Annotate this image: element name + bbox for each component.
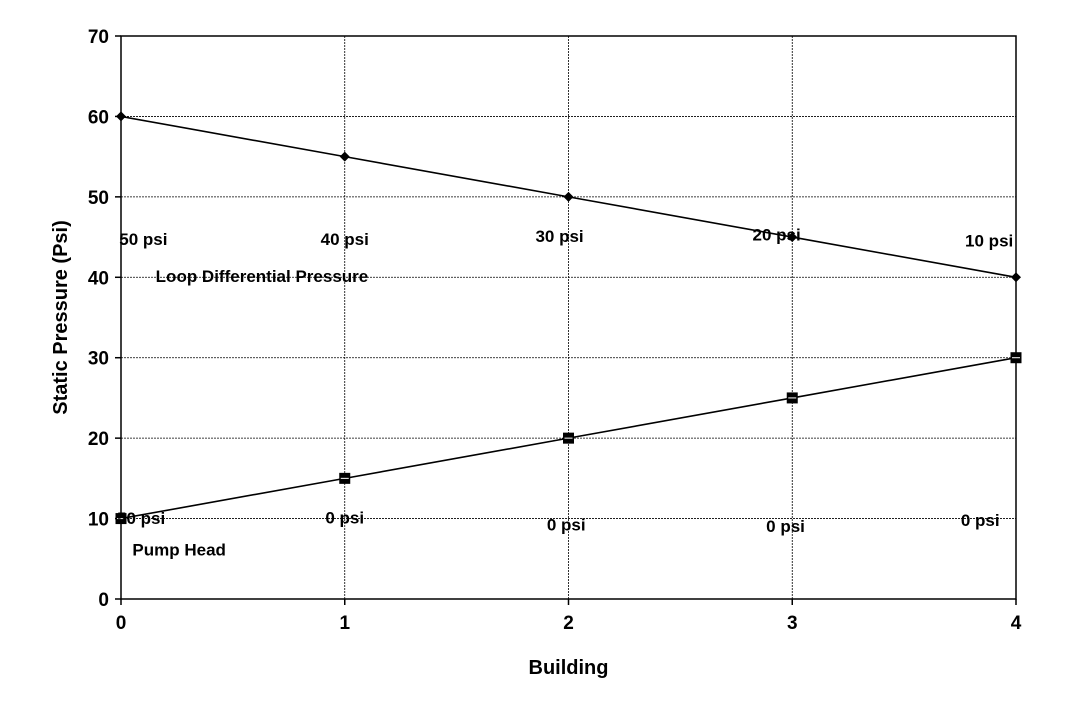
y-tick-label: 10 — [88, 510, 109, 531]
series-lines — [120, 115, 1017, 520]
data-point-diamond — [116, 111, 126, 122]
y-tick-label: 70 — [88, 27, 109, 48]
y-tick-label: 40 — [88, 268, 109, 289]
data-point-diamond — [339, 151, 350, 162]
y-tick-label: 20 — [88, 429, 109, 450]
annotation-label: 10 psi — [965, 232, 1013, 251]
x-tick-label: 2 — [563, 613, 574, 634]
annotation-label: 50 psi — [119, 230, 167, 249]
data-point-diamond — [563, 191, 574, 202]
y-tick-label: 50 — [88, 188, 109, 209]
annotation-label: 0 psi — [766, 517, 805, 536]
annotation-label: 0 psi — [547, 516, 586, 535]
annotations: 50 psi 40 psi 30 psi 20 psi 10 psi Loop Diffe… — [117, 225, 1013, 559]
annotation-label: 0 psi — [325, 508, 364, 527]
x-tick-label: 1 — [339, 613, 350, 634]
annotation-label: Loop Differential Pressure — [156, 267, 369, 286]
y-tick-label: 0 — [98, 590, 109, 611]
data-point-diamond — [1011, 272, 1021, 283]
x-tick-label: 0 — [116, 613, 127, 634]
y-tick-label: 30 — [88, 349, 109, 370]
annotation-label: Pump Head — [132, 541, 226, 560]
annotation-label: 50 psi — [117, 509, 165, 528]
annotation-label: 30 psi — [535, 227, 583, 246]
y-tick-label: 60 — [88, 107, 109, 128]
annotation-label: 20 psi — [752, 225, 800, 244]
grid-lines — [121, 36, 1016, 599]
x-tick-label: 3 — [787, 613, 798, 634]
x-axis-title: Building — [529, 657, 609, 679]
series-markers — [115, 111, 1022, 525]
y-axis-title: Static Pressure (Psi) — [50, 220, 72, 415]
annotation-label: 40 psi — [321, 230, 369, 249]
data-point-diamond — [787, 232, 798, 243]
x-tick-label: 4 — [1011, 613, 1022, 634]
annotation-label: 0 psi — [961, 511, 1000, 530]
x-axis-ticks: 0 1 2 3 4 — [116, 599, 1022, 634]
